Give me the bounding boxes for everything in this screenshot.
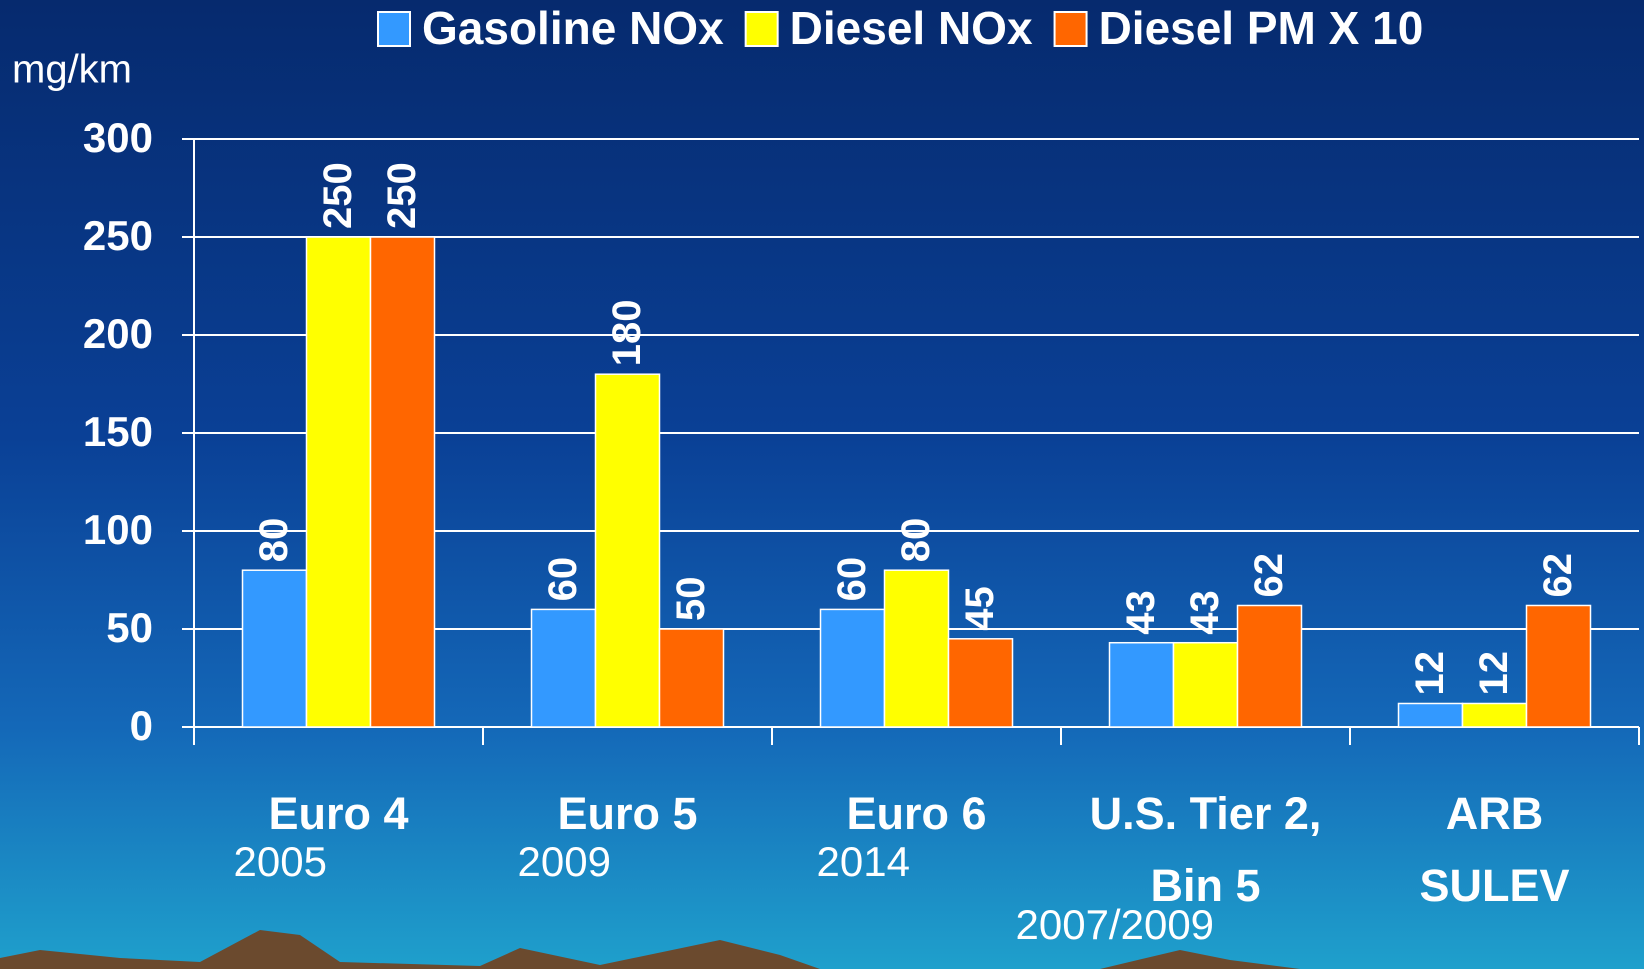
bar	[885, 570, 949, 727]
value-label: 12	[1408, 651, 1452, 696]
y-tick-label: 250	[83, 212, 153, 259]
y-tick-label: 0	[130, 702, 153, 749]
value-label: 62	[1247, 553, 1291, 598]
legend-label: Diesel PM X 10	[1099, 2, 1424, 54]
value-label: 250	[316, 162, 360, 229]
y-axis-label: mg/km	[12, 48, 132, 92]
legend-swatch	[378, 12, 410, 46]
bar	[371, 237, 435, 727]
y-tick-label: 150	[83, 408, 153, 455]
value-label: 60	[541, 557, 585, 602]
bar	[949, 639, 1013, 727]
y-tick-label: 200	[83, 310, 153, 357]
value-label: 250	[380, 162, 424, 229]
slide: mg/km 0 50 100 150 200 250 300 Gasoline NOx Dies…	[0, 0, 1644, 969]
bar	[243, 570, 307, 727]
bar	[307, 237, 371, 727]
legend-swatch	[1055, 12, 1087, 46]
value-label: 50	[669, 577, 713, 622]
year-label: 2005	[234, 838, 327, 886]
value-label: 80	[252, 518, 296, 563]
y-tick-label: 100	[83, 506, 153, 553]
mountains	[0, 930, 820, 969]
bar	[1110, 643, 1174, 727]
value-label: 43	[1119, 590, 1163, 635]
y-tick-label: 300	[83, 114, 153, 161]
bar	[1463, 703, 1527, 727]
value-label: 180	[605, 299, 649, 366]
bar	[1238, 605, 1302, 727]
legend-swatch	[746, 12, 778, 46]
value-label: 12	[1472, 651, 1516, 696]
value-label: 43	[1183, 590, 1227, 635]
bar	[1399, 703, 1463, 727]
value-label: 80	[894, 518, 938, 563]
legend-label: Diesel NOx	[790, 2, 1033, 54]
bar	[1174, 643, 1238, 727]
y-tick-label: 50	[106, 604, 153, 651]
bar	[660, 629, 724, 727]
mountains	[1100, 950, 1300, 969]
value-label: 60	[830, 557, 874, 602]
x-tick-label: ARB SULEV	[1345, 778, 1644, 922]
year-label: 2009	[518, 838, 611, 886]
year-label: 2007/2009	[1016, 901, 1215, 949]
bar	[532, 609, 596, 727]
value-label: 62	[1536, 553, 1580, 598]
bar	[821, 609, 885, 727]
bar	[1527, 605, 1591, 727]
legend-label: Gasoline NOx	[422, 2, 724, 54]
year-label: 2014	[817, 838, 910, 886]
x-tick-label: Euro 6	[767, 778, 1067, 850]
value-label: 45	[958, 586, 1002, 631]
bar	[596, 374, 660, 727]
